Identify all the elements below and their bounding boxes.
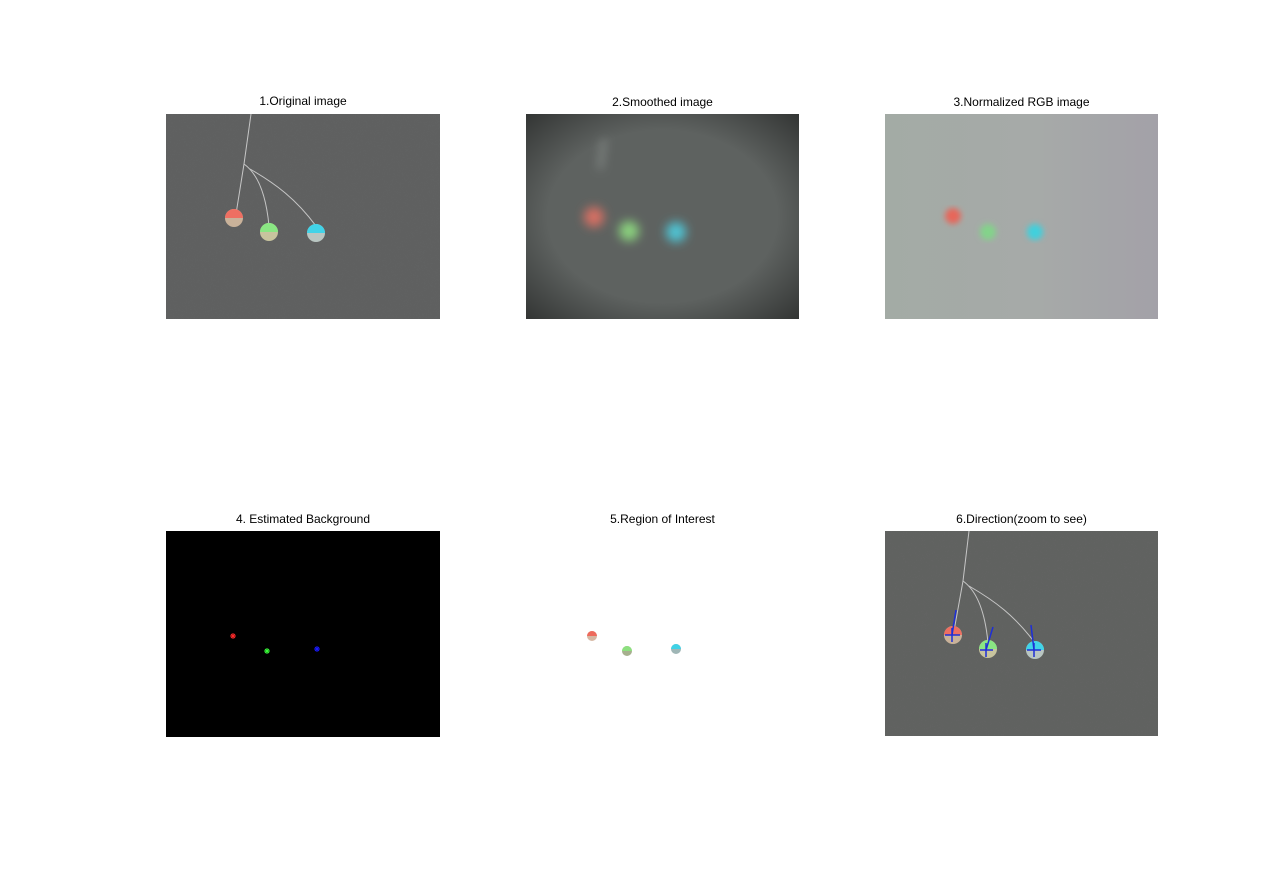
carpet-texture xyxy=(166,114,440,319)
panel-smoothed-image xyxy=(526,114,799,319)
normalized-image-canvas xyxy=(885,114,1158,319)
pendulum-strings xyxy=(953,531,1036,644)
panel-title-normalized: 3.Normalized RGB image xyxy=(953,95,1090,109)
roi-ball-green xyxy=(622,646,632,656)
direction-vectors xyxy=(945,609,1041,657)
panel-normalized-rgb xyxy=(885,114,1158,319)
centroid-marker-red xyxy=(230,633,236,639)
centroid-marker-blue xyxy=(314,646,320,652)
ball-red xyxy=(225,209,243,227)
ball-cyan xyxy=(307,224,325,242)
background-canvas xyxy=(230,633,320,654)
carpet-texture xyxy=(885,531,1158,736)
ball-cyan xyxy=(1026,641,1044,659)
normalized-blobs xyxy=(945,208,1043,240)
pendulum-strings xyxy=(235,114,317,227)
smoothed-image-canvas xyxy=(526,114,799,319)
original-image-canvas xyxy=(166,114,440,319)
panel-original-image xyxy=(166,114,440,319)
panel-title-original: 1.Original image xyxy=(259,94,347,108)
centroid-marker-green xyxy=(264,648,270,654)
direction-canvas xyxy=(885,531,1158,736)
panel-estimated-background xyxy=(166,531,440,737)
roi-ball-red xyxy=(587,631,597,641)
roi-canvas xyxy=(587,631,681,656)
ball-green xyxy=(260,223,278,241)
panel-title-smoothed: 2.Smoothed image xyxy=(612,95,713,109)
roi-ball-cyan xyxy=(671,644,681,654)
panel-title-direction: 6.Direction(zoom to see) xyxy=(956,512,1087,526)
panel-title-background: 4. Estimated Background xyxy=(235,512,371,526)
border-vignette xyxy=(526,114,799,319)
panel-region-of-interest xyxy=(526,531,799,737)
panel-title-roi: 5.Region of Interest xyxy=(610,512,715,526)
panel-direction xyxy=(885,531,1158,736)
